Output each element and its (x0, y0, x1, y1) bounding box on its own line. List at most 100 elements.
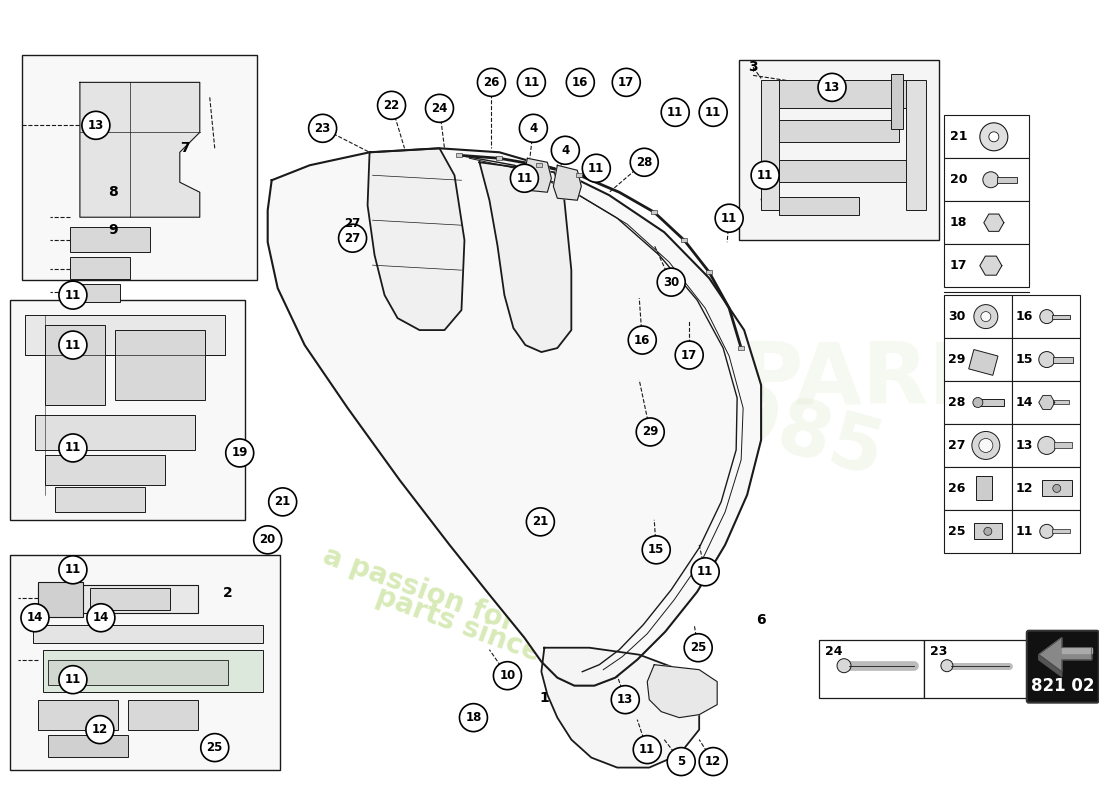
Circle shape (981, 312, 991, 322)
Bar (39, 582, 82, 617)
Bar (39, 700, 118, 730)
Circle shape (517, 68, 546, 96)
Polygon shape (541, 648, 700, 767)
Text: 16: 16 (572, 76, 588, 89)
Circle shape (87, 604, 114, 632)
Circle shape (59, 556, 87, 584)
Bar (1053, 357, 1072, 362)
Text: 25: 25 (207, 741, 223, 754)
Bar (10, 555, 279, 770)
Circle shape (59, 281, 87, 309)
Circle shape (691, 558, 719, 586)
Bar (969, 350, 998, 375)
Bar (45, 325, 104, 405)
Text: 11: 11 (65, 563, 81, 576)
Bar (974, 398, 1004, 406)
Text: 27: 27 (344, 232, 361, 245)
Bar (35, 415, 195, 450)
Text: 11: 11 (65, 442, 81, 454)
Text: 14: 14 (26, 611, 43, 624)
Text: 14: 14 (92, 611, 109, 624)
Bar (576, 174, 582, 178)
Circle shape (613, 68, 640, 96)
Circle shape (675, 341, 703, 369)
Polygon shape (553, 166, 581, 200)
Text: 12: 12 (1015, 482, 1033, 495)
Bar (779, 198, 859, 215)
Text: 821 02: 821 02 (1031, 677, 1094, 694)
Text: 16: 16 (1015, 310, 1033, 323)
Circle shape (983, 172, 999, 188)
Bar (944, 115, 1028, 158)
Text: 4: 4 (529, 122, 538, 135)
Text: 11: 11 (588, 162, 604, 174)
Bar (55, 487, 145, 512)
Circle shape (226, 439, 254, 467)
Circle shape (700, 98, 727, 126)
Text: 27: 27 (344, 217, 361, 230)
Text: 11: 11 (720, 212, 737, 225)
Bar (706, 270, 712, 274)
Circle shape (636, 418, 664, 446)
Text: 13: 13 (88, 119, 104, 132)
Bar (761, 80, 779, 210)
Circle shape (628, 326, 657, 354)
Bar (944, 467, 1012, 510)
Circle shape (59, 666, 87, 694)
Circle shape (684, 634, 712, 662)
Text: 23: 23 (315, 122, 331, 135)
Bar (456, 154, 462, 158)
Circle shape (818, 74, 846, 102)
Text: 17: 17 (618, 76, 635, 89)
Bar (70, 257, 130, 279)
Polygon shape (367, 148, 464, 330)
Text: 11: 11 (697, 566, 713, 578)
Text: 12: 12 (705, 755, 722, 768)
Bar (25, 315, 224, 355)
Text: 27: 27 (948, 439, 966, 452)
Text: 30: 30 (663, 276, 680, 289)
Circle shape (612, 686, 639, 714)
Polygon shape (980, 256, 1002, 275)
Bar (22, 55, 256, 280)
Circle shape (657, 268, 685, 296)
Polygon shape (1038, 395, 1055, 410)
Text: 11: 11 (516, 172, 532, 185)
Polygon shape (647, 665, 717, 718)
Circle shape (566, 68, 594, 96)
Text: 13: 13 (1015, 439, 1033, 452)
Bar (70, 284, 120, 302)
Bar (1012, 467, 1080, 510)
Circle shape (630, 148, 658, 176)
Text: 13: 13 (617, 693, 634, 706)
Bar (1012, 510, 1080, 553)
Text: 11: 11 (667, 106, 683, 119)
Circle shape (751, 162, 779, 190)
Text: 30: 30 (948, 310, 966, 323)
Text: 18: 18 (465, 711, 482, 724)
Text: 11: 11 (524, 76, 539, 89)
Bar (45, 455, 165, 485)
Text: 21: 21 (532, 515, 549, 528)
Circle shape (551, 136, 580, 164)
Circle shape (972, 431, 1000, 459)
Circle shape (81, 111, 110, 139)
Text: 28: 28 (636, 156, 652, 169)
Circle shape (1040, 524, 1054, 538)
Text: 12: 12 (91, 723, 108, 736)
Circle shape (519, 114, 548, 142)
Bar (114, 330, 205, 400)
Text: 2: 2 (223, 586, 232, 600)
Text: 11: 11 (65, 338, 81, 351)
Bar (779, 120, 899, 142)
Circle shape (974, 305, 998, 329)
Text: 7: 7 (180, 142, 189, 155)
Text: 17: 17 (950, 259, 967, 272)
Text: 26: 26 (948, 482, 966, 495)
Text: 11: 11 (65, 289, 81, 302)
Bar (1012, 424, 1080, 467)
Text: 10: 10 (499, 669, 516, 682)
Bar (48, 734, 128, 757)
Text: 16: 16 (634, 334, 650, 346)
Polygon shape (80, 82, 200, 218)
